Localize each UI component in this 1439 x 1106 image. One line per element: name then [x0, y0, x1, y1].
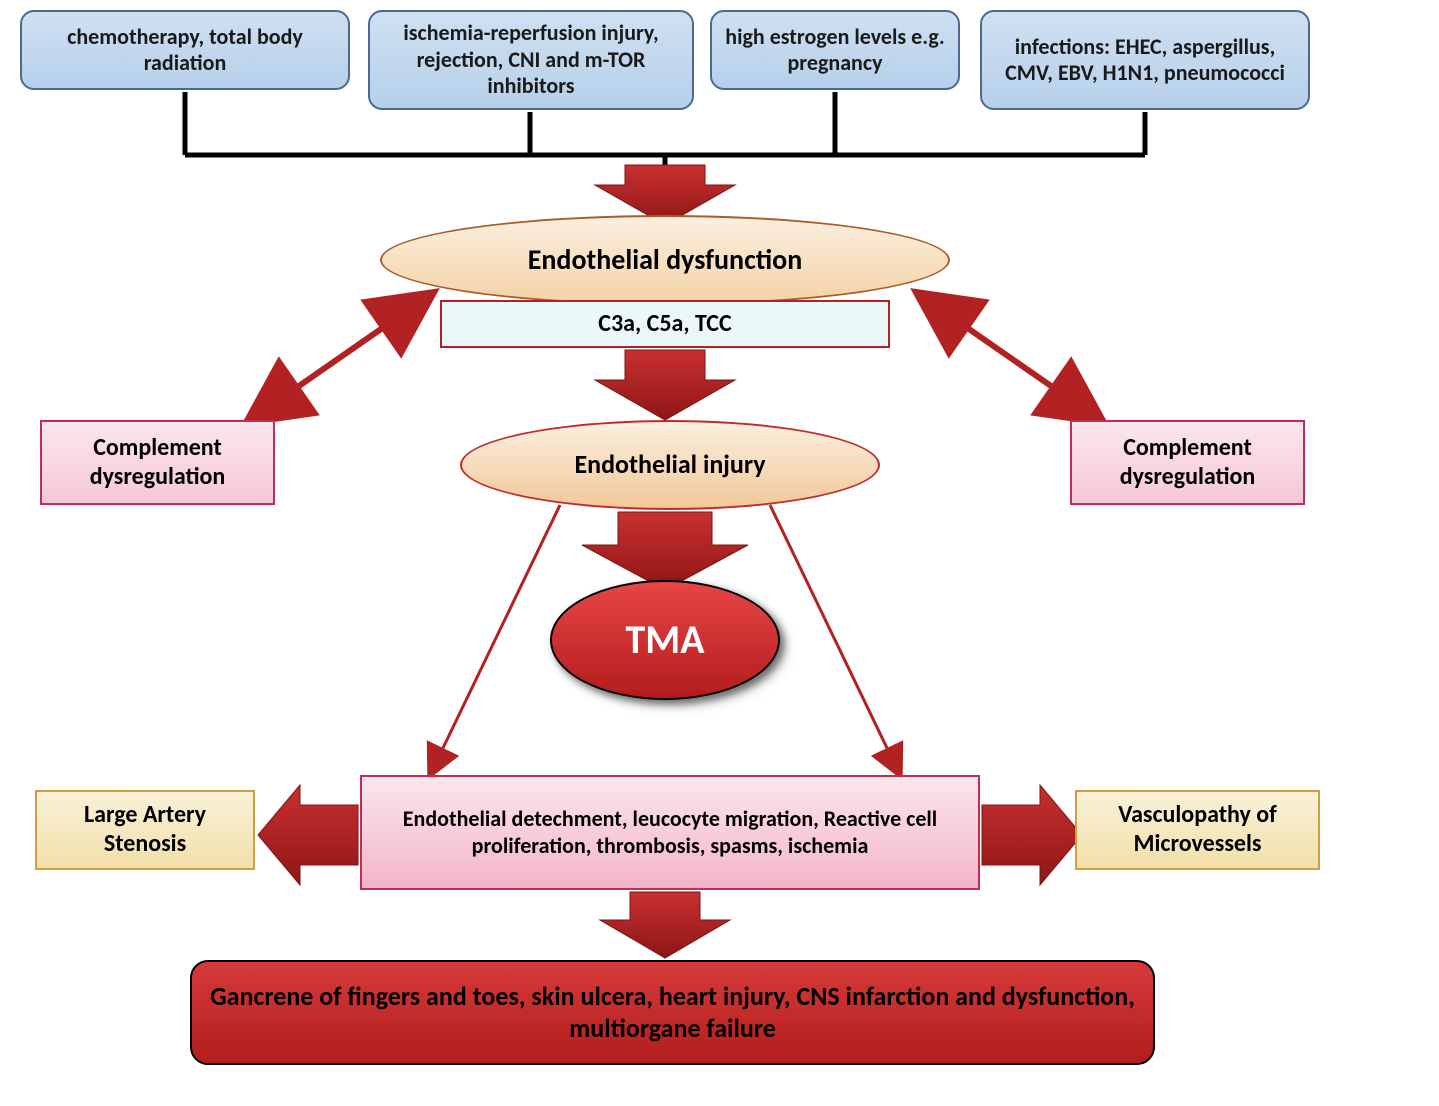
node-label: Gancrene of fingers and toes, skin ulcer…: [204, 981, 1141, 1043]
block-arrow-detach-to-outcome: [600, 892, 730, 958]
node-label: C3a, C5a, TCC: [598, 310, 731, 339]
bidir-arrow-left-complement: [250, 295, 430, 420]
tma-pathway-diagram: chemotherapy, total body radiation ische…: [0, 0, 1439, 1106]
node-label: TMA: [625, 616, 704, 664]
tma-node: TMA: [550, 580, 780, 700]
node-label: infections: EHEC, aspergillus, CMV, EBV,…: [994, 34, 1296, 87]
clinical-outcomes: Gancrene of fingers and toes, skin ulcer…: [190, 960, 1155, 1065]
trigger-estrogen: high estrogen levels e.g. pregnancy: [710, 10, 960, 90]
endothelial-detachment-box: Endothelial detechment, leucocyte migrat…: [360, 775, 980, 890]
node-label: chemotherapy, total body radiation: [34, 24, 336, 77]
node-label: high estrogen levels e.g. pregnancy: [724, 24, 946, 77]
block-arrow-complement-to-injury: [595, 350, 735, 420]
node-label: ischemia-reperfusion injury, rejection, …: [382, 20, 680, 99]
node-label: Complement dysregulation: [54, 434, 261, 492]
endothelial-injury: Endothelial injury: [460, 420, 880, 510]
thin-arrow-injury-to-detach-left: [430, 505, 560, 775]
vasculopathy-microvessels: Vasculopathy of Microvessels: [1075, 790, 1320, 870]
bidir-arrow-right-complement: [920, 295, 1100, 420]
block-arrow-right-to-vasculopathy: [982, 785, 1082, 885]
node-label: Complement dysregulation: [1084, 434, 1291, 492]
trigger-ischemia-cni-mtor: ischemia-reperfusion injury, rejection, …: [368, 10, 694, 110]
node-label: Endothelial detechment, leucocyte migrat…: [374, 806, 966, 859]
complement-dysregulation-left: Complement dysregulation: [40, 420, 275, 505]
large-artery-stenosis: Large Artery Stenosis: [35, 790, 255, 870]
connector-layer: [0, 0, 1439, 1106]
node-label: Large Artery Stenosis: [49, 801, 241, 859]
thin-arrow-injury-to-detach-right: [770, 505, 900, 775]
trigger-chemo-radiation: chemotherapy, total body radiation: [20, 10, 350, 90]
complement-dysregulation-right: Complement dysregulation: [1070, 420, 1305, 505]
block-arrow-injury-to-tma: [582, 512, 748, 590]
block-arrow-left-to-large-artery: [258, 785, 358, 885]
node-label: Endothelial injury: [574, 449, 765, 480]
trigger-infections: infections: EHEC, aspergillus, CMV, EBV,…: [980, 10, 1310, 110]
node-label: Vasculopathy of Microvessels: [1089, 801, 1306, 859]
node-label: Endothelial dysfunction: [528, 243, 803, 277]
complement-components-box: C3a, C5a, TCC: [440, 300, 890, 348]
endothelial-dysfunction: Endothelial dysfunction: [380, 215, 950, 305]
